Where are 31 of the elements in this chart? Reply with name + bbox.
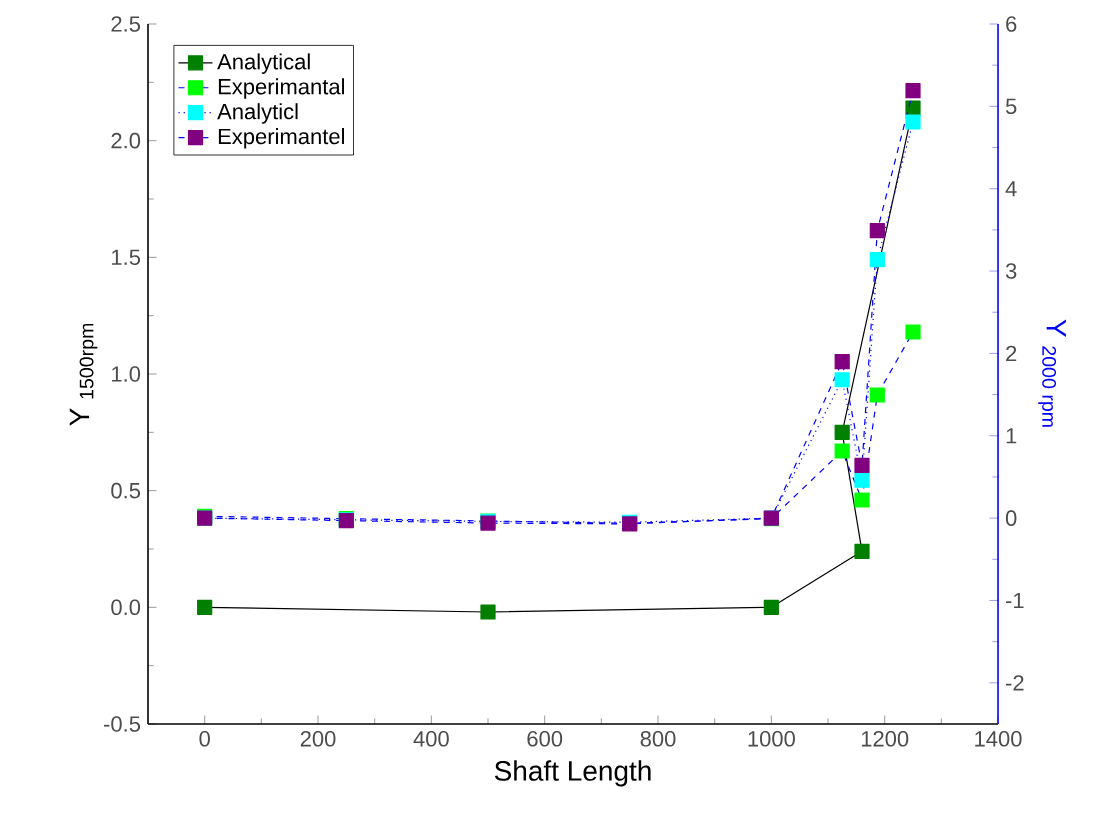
y-tick-label: 0.5: [111, 482, 141, 499]
x-tick-label: 1400: [975, 731, 1022, 747]
x-tick-label: 0: [199, 731, 210, 747]
x-tick-label: 1200: [861, 731, 909, 747]
y-tick-label: 2.0: [111, 132, 141, 149]
y-tick-label: 1.0: [112, 366, 141, 382]
x-tick-label: 800: [640, 731, 676, 747]
x-tick-label: 600: [527, 731, 563, 747]
y-axis-title: Y $_{1500rpm}$: [69, 323, 98, 426]
y-tick-label: -0.5: [104, 716, 141, 732]
y2-tick-label: 4: [1005, 181, 1017, 197]
legend-label: Experimantel: [218, 128, 344, 149]
x-tick-label: 400: [413, 731, 449, 747]
y2-tick-label: -1: [1006, 592, 1024, 609]
x-axis-title: Shaft Length: [494, 760, 651, 787]
y2-tick-label: 5: [1005, 98, 1017, 115]
y2-axis-title: Y $_{2000 rpm}$: [1038, 319, 1066, 427]
y2-tick-label: 2: [1006, 345, 1017, 362]
y-tick-label: 0.0: [111, 599, 141, 616]
y2-tick-label: 3: [1005, 263, 1017, 279]
y2-tick-label: -2: [1006, 675, 1024, 691]
y-tick-label: 1.5: [112, 249, 141, 266]
legend-label: Analytical: [217, 53, 310, 74]
y2-tick-label: 6: [1006, 16, 1017, 32]
y2-tick-label: 0: [1005, 510, 1017, 526]
y-tick-label: 2.5: [111, 16, 141, 32]
x-tick-label: 1000: [748, 731, 795, 747]
legend-label: Experimantal: [218, 78, 344, 99]
legend-label: Analyticl: [217, 103, 298, 124]
y2-tick-label: 1: [1006, 428, 1017, 444]
x-tick-label: 200: [300, 731, 336, 747]
